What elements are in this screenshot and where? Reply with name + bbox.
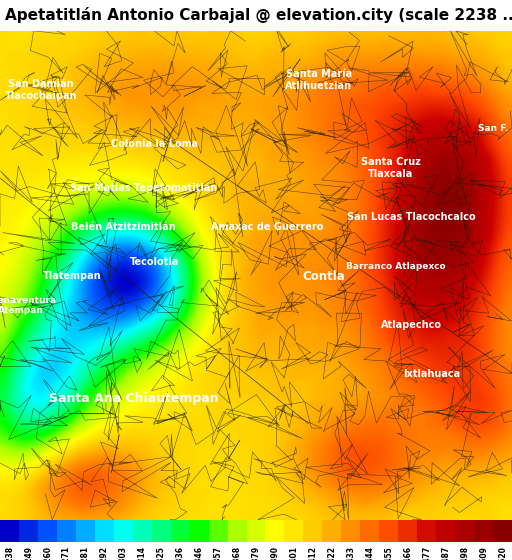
Bar [455, 520, 474, 542]
Bar [360, 520, 379, 542]
Bar [417, 520, 436, 542]
Text: 2314: 2314 [138, 546, 147, 560]
Text: Barranco Atlapexco: Barranco Atlapexco [346, 262, 445, 271]
Bar [170, 520, 189, 542]
Text: 2368: 2368 [232, 546, 242, 560]
Text: 2346: 2346 [195, 546, 204, 560]
Bar [342, 520, 360, 542]
Bar [474, 520, 493, 542]
Bar [398, 520, 417, 542]
Text: 2498: 2498 [460, 546, 469, 560]
Text: 2336: 2336 [176, 546, 185, 560]
Bar [323, 520, 342, 542]
Bar [266, 520, 285, 542]
Text: San Matías Tepetomatitlán: San Matías Tepetomatitlán [70, 183, 218, 193]
Text: Santa María
Atlihuetzian: Santa María Atlihuetzian [285, 69, 352, 91]
Bar [0, 520, 19, 542]
Text: Contla: Contla [303, 270, 345, 283]
Text: San F.: San F. [478, 124, 508, 133]
Text: 2401: 2401 [289, 546, 298, 560]
Text: 2444: 2444 [365, 546, 374, 560]
Text: 2520: 2520 [498, 546, 507, 560]
Bar [38, 520, 57, 542]
Bar [189, 520, 208, 542]
Text: 2281: 2281 [81, 546, 90, 560]
Bar [285, 520, 304, 542]
Text: 2271: 2271 [62, 546, 71, 560]
Text: 2433: 2433 [346, 546, 355, 560]
Text: 2455: 2455 [384, 546, 393, 560]
Text: Buenaventura
Atempan: Buenaventura Atempan [0, 296, 57, 315]
Text: 2292: 2292 [100, 546, 109, 560]
Text: 2303: 2303 [119, 546, 128, 560]
Bar [152, 520, 170, 542]
Bar [379, 520, 398, 542]
Text: 2422: 2422 [327, 546, 336, 560]
Text: 2487: 2487 [441, 546, 450, 560]
Text: 2412: 2412 [308, 546, 317, 560]
Text: Ixtlahuaca: Ixtlahuaca [403, 370, 460, 380]
Text: 2238: 2238 [5, 546, 14, 560]
Text: 2325: 2325 [157, 546, 166, 560]
Bar [246, 520, 266, 542]
Bar [493, 520, 512, 542]
Bar [114, 520, 133, 542]
Bar [227, 520, 246, 542]
Bar [133, 520, 152, 542]
Bar [19, 520, 38, 542]
Text: 2379: 2379 [251, 546, 261, 560]
Text: 2477: 2477 [422, 546, 431, 560]
Bar [436, 520, 455, 542]
Text: Apetatitlán Antonio Carbajal @ elevation.city (scale 2238 .. 2520 m)*: Apetatitlán Antonio Carbajal @ elevation… [5, 7, 512, 24]
Text: Santa Ana Chiautempan: Santa Ana Chiautempan [49, 393, 219, 405]
Text: Belén Atzitzimitlán: Belén Atzitzimitlán [71, 222, 176, 232]
Text: San Lucas Tlacochcalco: San Lucas Tlacochcalco [347, 212, 476, 222]
Text: Colonia la Loma: Colonia la Loma [111, 139, 198, 149]
Text: 2260: 2260 [43, 546, 52, 560]
Text: Tecolotla: Tecolotla [130, 256, 179, 267]
Text: 2357: 2357 [214, 546, 223, 560]
Text: Amaxac de Guerrero: Amaxac de Guerrero [211, 222, 324, 232]
Text: 2390: 2390 [270, 546, 280, 560]
Text: Santa Cruz
Tlaxcala: Santa Cruz Tlaxcala [361, 157, 420, 179]
Bar [95, 520, 114, 542]
Text: 2249: 2249 [24, 546, 33, 560]
Bar [304, 520, 323, 542]
Text: Tlatempan: Tlatempan [42, 271, 101, 281]
Bar [208, 520, 227, 542]
Text: 2466: 2466 [403, 546, 412, 560]
Bar [76, 520, 95, 542]
Bar [57, 520, 76, 542]
Text: 2509: 2509 [479, 546, 488, 560]
Text: San Damián
Tlacochaipan: San Damián Tlacochaipan [5, 79, 77, 100]
Text: Atlapechco: Atlapechco [381, 320, 442, 330]
